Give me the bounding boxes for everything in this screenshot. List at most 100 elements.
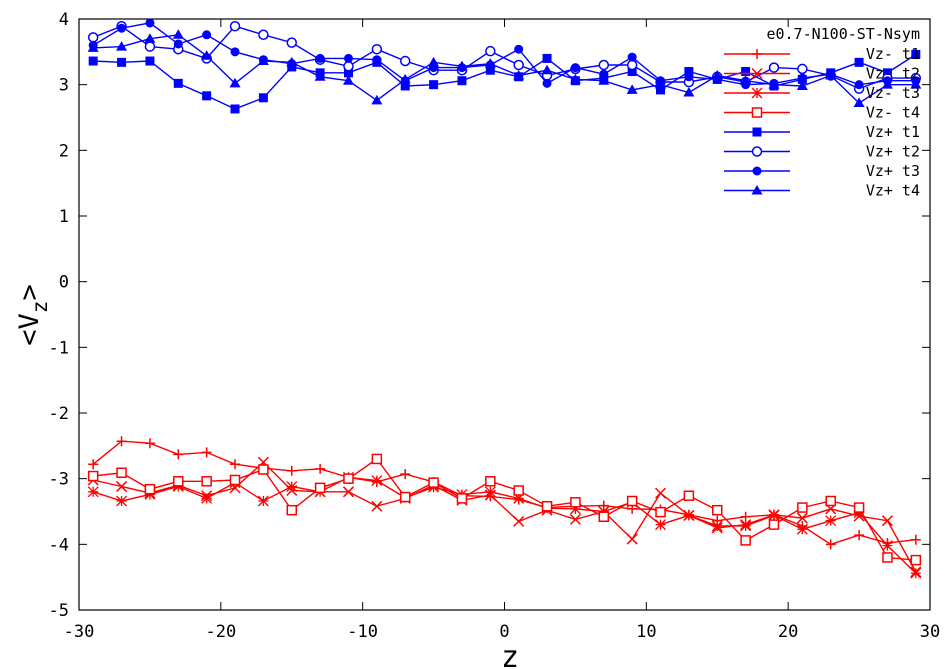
data-point [400,81,410,91]
y-axis-title-end: > [14,284,45,300]
data-point [257,495,269,507]
data-point [399,73,411,84]
data-point [173,39,183,49]
data-point [286,504,297,516]
legend-label: Vz- t2 [866,65,920,83]
data-point [797,502,808,513]
x-tick-label: 10 [636,622,656,642]
y-tick-label: -4 [49,535,69,555]
data-point [230,47,240,57]
data-point [428,56,440,67]
legend-marker [751,67,763,80]
y-axis-title: <Vz> [14,284,52,345]
data-point [201,476,212,487]
data-point [854,57,864,67]
legend-marker [751,107,763,118]
y-tick-label: -2 [49,404,69,424]
data-point [684,67,694,77]
data-point [343,473,354,484]
series-line [92,440,916,546]
data-point [343,68,353,78]
data-point [881,515,893,527]
data-point [683,87,695,97]
data-point [740,75,752,85]
data-point [116,481,128,493]
data-point [144,33,156,43]
legend-entry: Vz+ t1 [724,123,920,141]
legend-entry: Vz- t4 [724,104,920,122]
data-point [117,57,127,67]
data-point [513,485,524,496]
legend-label: Vz+ t2 [866,143,920,161]
data-point [88,56,98,66]
data-point [202,91,212,101]
data-point [854,80,864,90]
data-point [201,447,212,458]
data-point [286,37,297,48]
data-point [683,509,695,521]
x-tick-label: 0 [499,622,509,642]
data-point [542,53,552,63]
data-point [87,32,99,43]
data-point [485,476,496,487]
data-point [87,470,99,482]
data-point [456,60,468,71]
data-point [314,482,326,494]
data-point [87,486,99,498]
data-point [514,44,524,54]
legend-entry: Vz- t2 [724,65,920,83]
y-axis-title-subscript: z [28,301,52,314]
legend-entry: Vz+ t2 [724,143,920,161]
data-point [399,491,411,503]
data-point [485,65,495,75]
data-point [144,438,155,449]
y-tick-label: 4 [59,10,69,30]
series-vz-t4 [87,29,922,108]
data-point [796,512,808,524]
data-point [257,55,269,66]
data-point [910,567,922,579]
data-point [854,530,865,541]
data-point [342,486,355,498]
data-point [910,79,922,89]
data-point [542,78,552,88]
legend-label: Vz- t4 [866,104,920,122]
y-tick-label: 3 [59,76,69,96]
data-point [768,509,780,521]
data-point [541,64,553,75]
x-tick-label: 30 [920,622,940,642]
data-point [371,94,383,105]
y-tick-label: 2 [59,141,69,161]
series-layer [87,18,922,579]
data-point [797,73,807,83]
data-point [145,18,155,28]
legend-label: Vz- t3 [866,84,920,102]
legend-entry: Vz+ t3 [724,162,920,180]
data-point [656,85,666,95]
data-point [258,29,269,41]
data-point [429,80,439,90]
data-point [853,502,865,513]
data-point [173,476,184,487]
data-point [144,488,156,500]
y-tick-label: -3 [49,470,69,490]
legend-entry: Vz- t3 [724,84,920,102]
data-point [910,554,922,566]
data-point [825,539,836,550]
data-point [655,79,667,89]
data-point [400,469,411,480]
data-point [286,481,298,493]
data-point [853,97,865,108]
data-point [569,503,581,515]
legend-label: Vz+ t1 [866,123,920,141]
data-point [342,75,354,85]
data-point [230,104,240,114]
data-point [570,63,580,73]
data-point [853,507,865,519]
x-tick-label: 20 [778,622,798,642]
data-point [768,79,780,89]
data-point [229,77,241,88]
data-point [117,23,127,33]
y-axis-title-main: <V [14,313,45,346]
